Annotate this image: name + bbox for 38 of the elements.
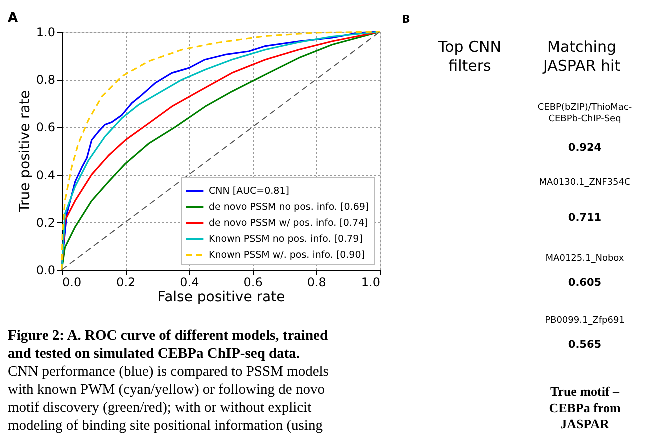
y-tick-label: 0.6 — [36, 120, 56, 135]
x-axis-title: False positive rate — [158, 290, 286, 306]
text: with known PWM (cyan/yellow) or following de novo — [8, 382, 325, 398]
caption: Figure 2: A. ROC curve of different models, trained — [8, 328, 328, 344]
text: 0.924 — [568, 142, 602, 154]
text: and tested on simulated CEBPa ChIP-seq data. — [8, 346, 300, 362]
y-tick-label: 1.0 — [36, 26, 56, 40]
x-tick-label: 0.0 — [62, 276, 82, 290]
text: Matching JASPAR hit — [542, 38, 621, 75]
x-tick-label: 0.4 — [180, 276, 200, 290]
x-tick-label: 1.0 — [361, 276, 380, 290]
text: CNN performance (blue) is compared to PSSM models — [8, 364, 330, 380]
y-tick-label: 0.8 — [36, 73, 56, 88]
text: MA0130.1_ZNF354C — [539, 178, 631, 188]
text: True motif – CEBPa from JASPAR — [549, 384, 621, 432]
legend-label: Known PSSM w/. pos. info. [0.90] — [209, 250, 365, 261]
text: motif discovery (green/red); with or without explicit — [8, 400, 312, 416]
y-tick-label: 0.2 — [36, 216, 56, 230]
text: A — [8, 11, 18, 26]
text: B — [402, 13, 410, 26]
legend-label: de novo PSSM w/ pos. info. [0.74] — [209, 218, 368, 229]
text: MA0125.1_Nobox — [546, 254, 625, 264]
y-axis-title: True positive rate — [17, 90, 34, 214]
legend-label: de novo PSSM no pos. info. [0.69] — [209, 202, 370, 213]
y-tick-label: 0.4 — [36, 168, 56, 182]
text: Top CNN filters — [438, 38, 502, 75]
text: modeling of binding site positional information (using — [8, 418, 323, 434]
x-tick-label: 0.6 — [244, 276, 263, 290]
legend-label: CNN [AUC=0.81] — [209, 186, 290, 197]
text: CEBP(bZIP)/ThioMac- CEBPb-ChIP-Seq — [538, 103, 632, 124]
text: 0.711 — [568, 212, 602, 224]
x-tick-label: 0.8 — [307, 276, 326, 290]
text: PB0099.1_Zfp691 — [545, 316, 625, 326]
text: 0.605 — [568, 277, 602, 289]
y-tick-label: 0.0 — [36, 264, 56, 278]
legend-label: Known PSSM no pos. info. [0.79] — [209, 234, 363, 245]
text: 0.565 — [568, 339, 602, 351]
x-tick-label: 0.2 — [116, 276, 136, 290]
